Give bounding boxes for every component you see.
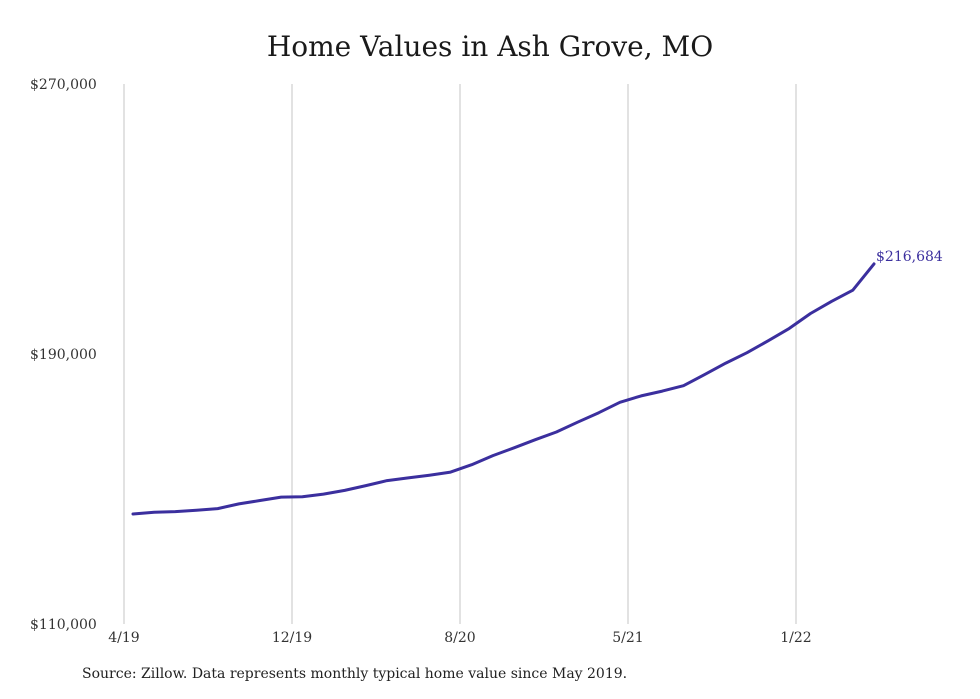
end-value-label: $216,684	[876, 249, 943, 265]
y-tick-label: $110,000	[30, 617, 97, 633]
x-tick-label: 8/20	[444, 630, 475, 646]
source-note: Source: Zillow. Data represents monthly …	[82, 666, 628, 682]
x-tick-label: 12/19	[272, 630, 312, 646]
x-tick-label: 5/21	[612, 630, 643, 646]
chart-title: Home Values in Ash Grove, MO	[266, 30, 714, 63]
y-tick-label: $190,000	[30, 347, 97, 363]
x-tick-label: 1/22	[780, 630, 811, 646]
y-tick-label: $270,000	[30, 77, 97, 93]
x-tick-label: 4/19	[108, 630, 139, 646]
series-line	[131, 262, 876, 516]
